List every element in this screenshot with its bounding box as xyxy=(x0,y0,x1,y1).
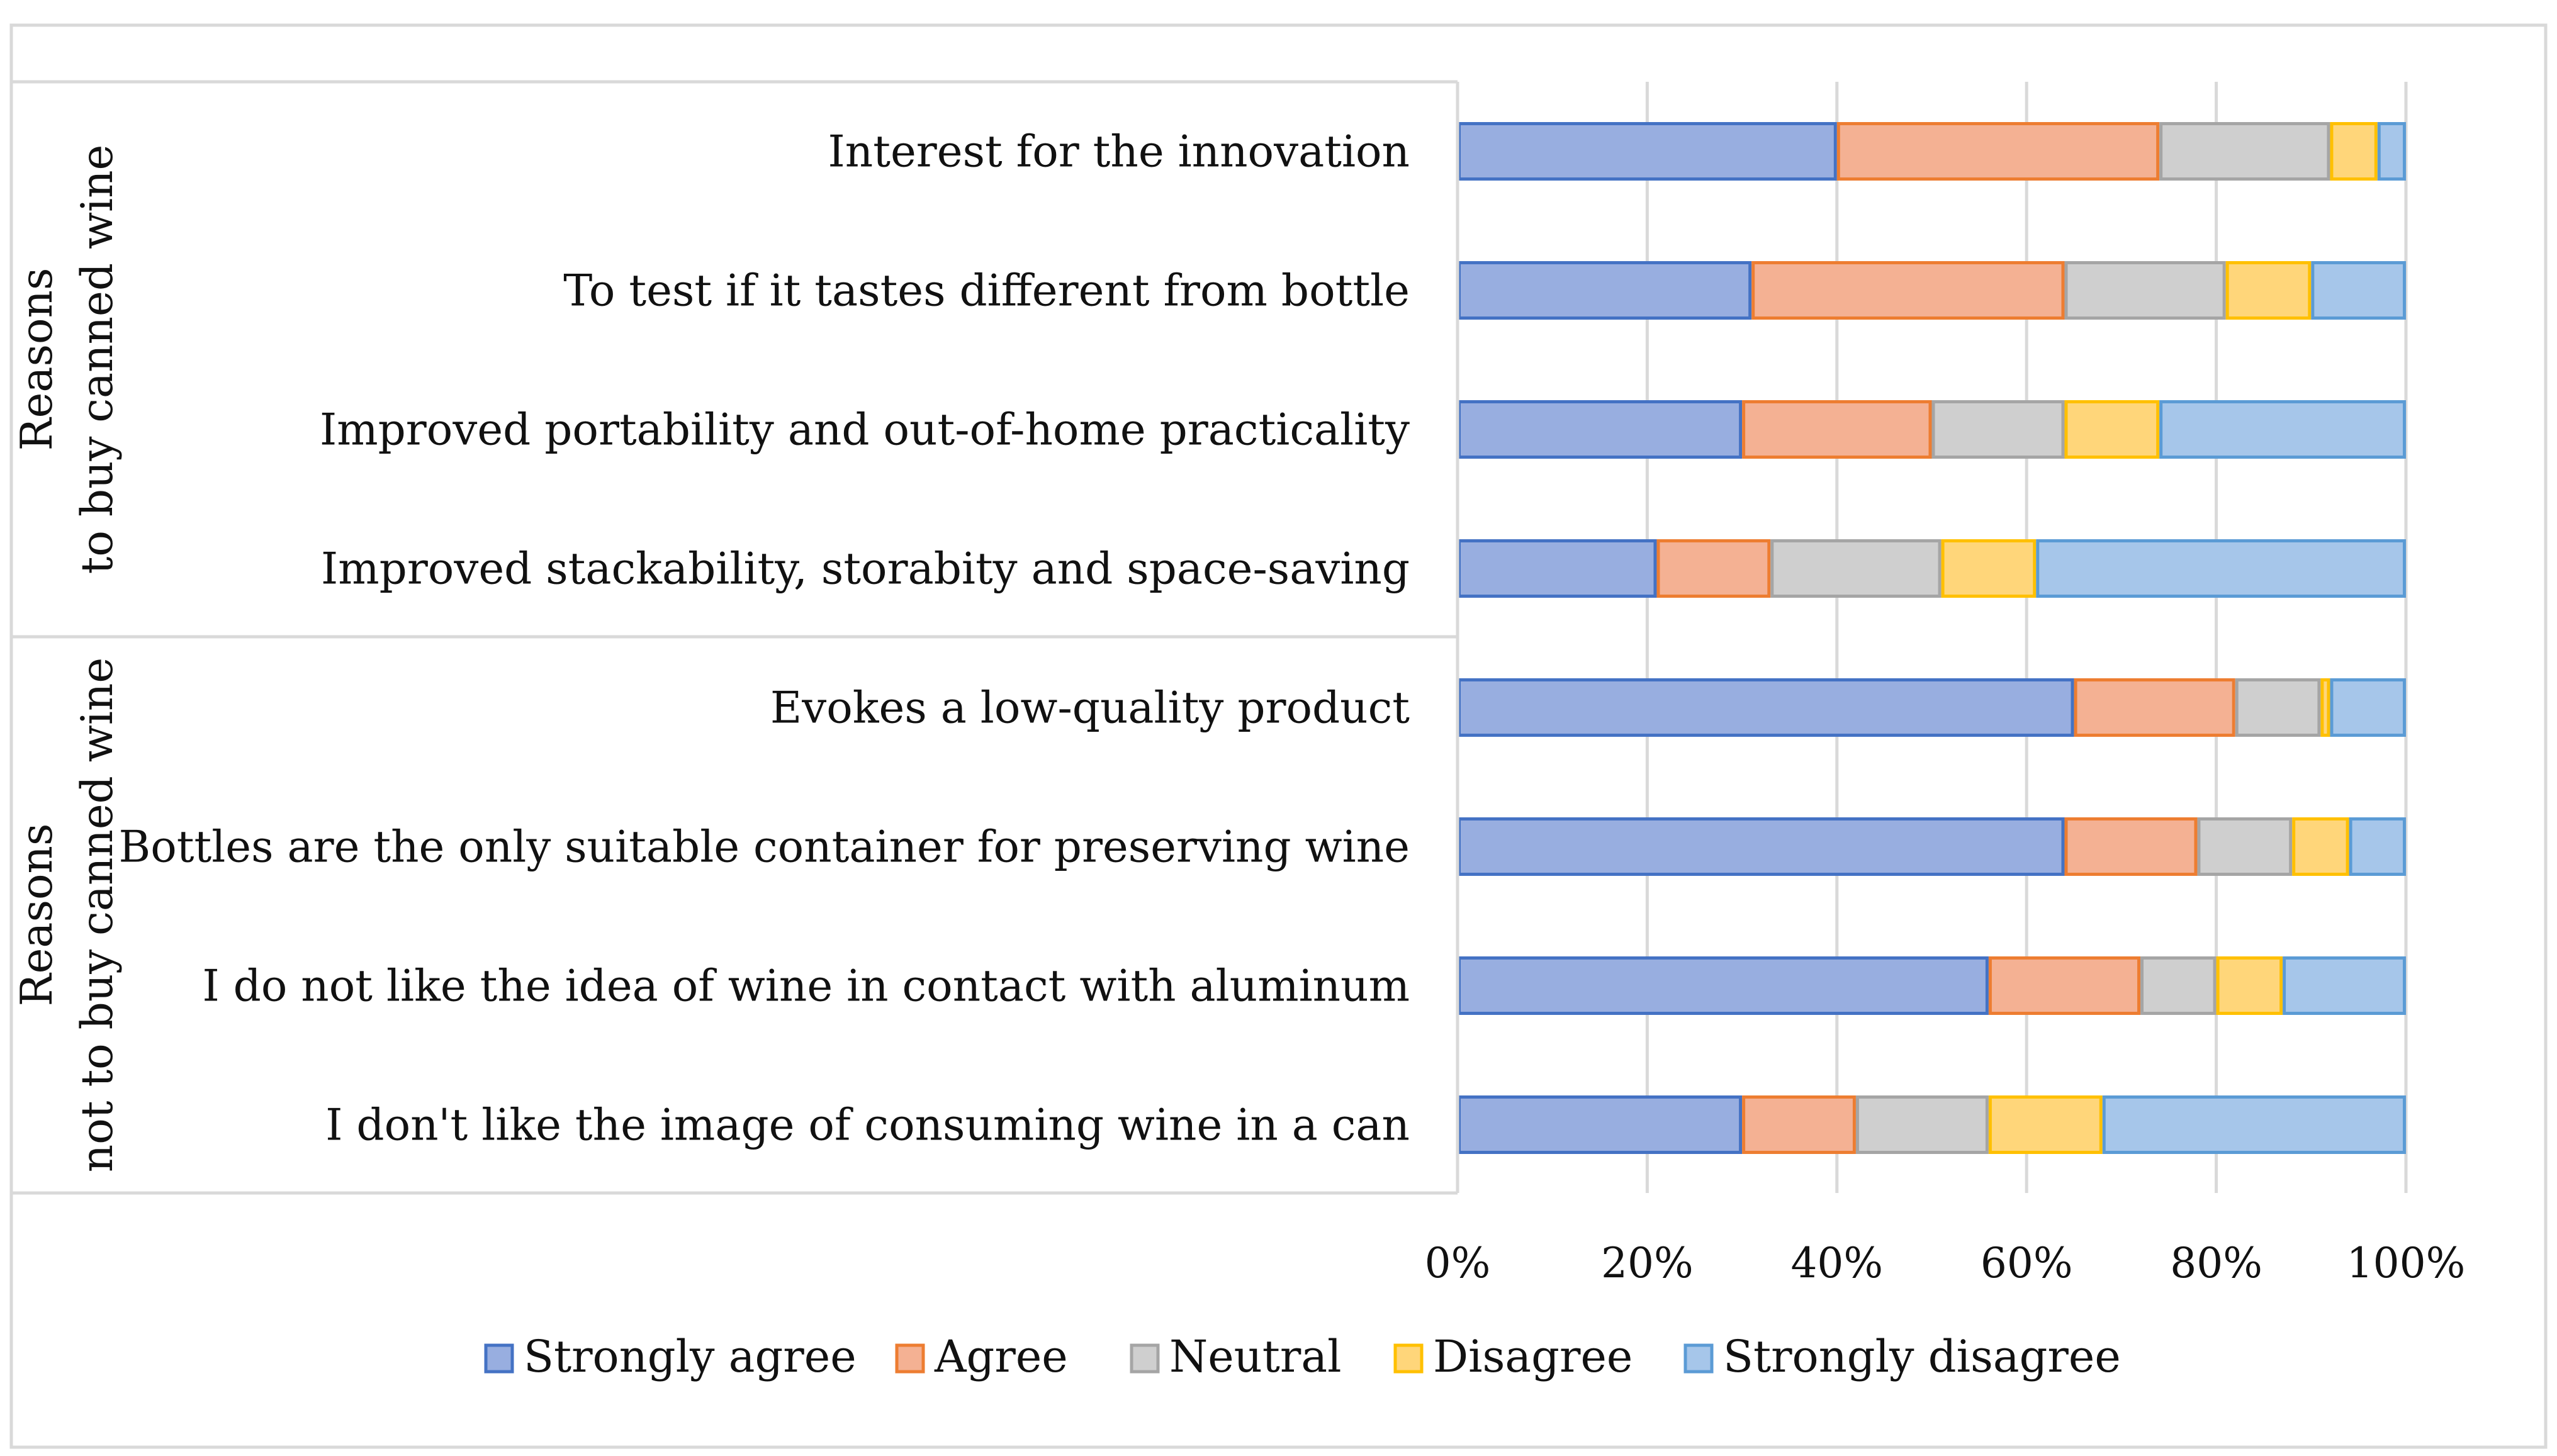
bar-strongly-disagree-7 xyxy=(2283,956,2407,1015)
group-label-1: Reasons to buy canned wine xyxy=(12,145,123,574)
bar-disagree-4 xyxy=(1941,539,2037,598)
bar-agree-2 xyxy=(1751,261,2065,320)
category-frame xyxy=(11,80,1459,1195)
legend-swatch-agree xyxy=(895,1343,925,1374)
bar-neutral-2 xyxy=(2064,261,2226,320)
group-label-1-line-2: to buy canned wine xyxy=(72,145,123,574)
bar-agree-7 xyxy=(1988,956,2141,1015)
x-tick-100: 100% xyxy=(2347,1239,2466,1287)
category-label-2: To test if it tastes different from bott… xyxy=(563,266,1410,316)
bar-strongly-agree-2 xyxy=(1458,261,1752,320)
bar-strongly-agree-7 xyxy=(1458,956,1989,1015)
legend-label-strongly-agree: Strongly agree xyxy=(524,1331,857,1382)
x-tick-0: 0% xyxy=(1425,1239,1491,1287)
bar-disagree-6 xyxy=(2292,817,2349,876)
bar-strongly-disagree-1 xyxy=(2377,122,2407,181)
bar-agree-6 xyxy=(2064,817,2198,876)
bar-disagree-8 xyxy=(1988,1095,2103,1154)
bar-neutral-3 xyxy=(1931,400,2065,459)
legend-label-strongly-disagree: Strongly disagree xyxy=(1723,1331,2121,1382)
x-tick-60: 60% xyxy=(1981,1239,2073,1287)
bar-neutral-5 xyxy=(2235,678,2321,737)
x-tick-80: 80% xyxy=(2170,1239,2262,1287)
group-label-1-line-1: Reasons xyxy=(12,268,62,451)
bar-strongly-disagree-4 xyxy=(2036,539,2406,598)
bar-disagree-2 xyxy=(2225,261,2312,320)
group-label-2: Reasons not to buy canned wine xyxy=(12,658,123,1172)
x-tick-40: 40% xyxy=(1790,1239,1883,1287)
bar-strongly-agree-6 xyxy=(1458,817,2065,876)
bar-strongly-agree-8 xyxy=(1458,1095,1743,1154)
legend-label-neutral: Neutral xyxy=(1169,1331,1341,1382)
category-label-6: Bottles are the only suitable container … xyxy=(119,822,1410,873)
legend-label-disagree: Disagree xyxy=(1433,1331,1633,1382)
legend-swatch-strongly-agree xyxy=(484,1343,514,1374)
bar-disagree-5 xyxy=(2320,678,2330,737)
bar-strongly-agree-4 xyxy=(1458,539,1657,598)
legend-swatch-neutral xyxy=(1130,1343,1160,1374)
category-label-4: Improved stackability, storabity and spa… xyxy=(321,544,1410,595)
bar-strongly-disagree-3 xyxy=(2159,400,2406,459)
category-label-5: Evokes a low-quality product xyxy=(770,683,1410,734)
group-label-2-line-1: Reasons xyxy=(12,824,62,1007)
bar-strongly-disagree-8 xyxy=(2102,1095,2406,1154)
bar-strongly-disagree-6 xyxy=(2349,817,2407,876)
bar-agree-1 xyxy=(1836,122,2160,181)
bar-disagree-3 xyxy=(2064,400,2160,459)
bar-strongly-disagree-5 xyxy=(2330,678,2406,737)
category-labels: Interest for the innovation To test if it… xyxy=(119,127,1410,1151)
category-label-7: I do not like the idea of wine in contac… xyxy=(202,961,1410,1012)
category-label-1: Interest for the innovation xyxy=(828,127,1410,177)
bar-disagree-7 xyxy=(2216,956,2283,1015)
bar-agree-4 xyxy=(1656,539,1771,598)
bar-agree-5 xyxy=(2074,678,2235,737)
bar-neutral-8 xyxy=(1855,1095,1989,1154)
bar-strongly-agree-5 xyxy=(1458,678,2074,737)
legend-swatch-strongly-disagree xyxy=(1683,1343,1714,1374)
bar-strongly-disagree-2 xyxy=(2311,261,2407,320)
bar-neutral-6 xyxy=(2197,817,2293,876)
bar-strongly-agree-1 xyxy=(1458,122,1837,181)
x-tick-20: 20% xyxy=(1601,1239,1694,1287)
bars xyxy=(1458,122,2407,1154)
legend-swatch-disagree xyxy=(1393,1343,1424,1374)
bar-strongly-agree-3 xyxy=(1458,400,1743,459)
bar-neutral-1 xyxy=(2159,122,2330,181)
x-axis-tick-labels: 0% 20% 40% 60% 80% 100% xyxy=(1425,1239,2466,1287)
bar-disagree-1 xyxy=(2330,122,2378,181)
legend: Strongly agree Agree Neutral Disagree Strong… xyxy=(484,1331,2121,1382)
category-label-8: I don't like the image of consuming wine… xyxy=(325,1100,1410,1151)
bar-agree-8 xyxy=(1742,1095,1856,1154)
legend-label-agree: Agree xyxy=(934,1331,1068,1382)
group-label-2-line-2: not to buy canned wine xyxy=(72,658,123,1172)
bar-neutral-4 xyxy=(1770,539,1942,598)
category-label-3: Improved portability and out-of-home pra… xyxy=(320,405,1410,456)
bar-agree-3 xyxy=(1742,400,1932,459)
bar-neutral-7 xyxy=(2140,956,2217,1015)
